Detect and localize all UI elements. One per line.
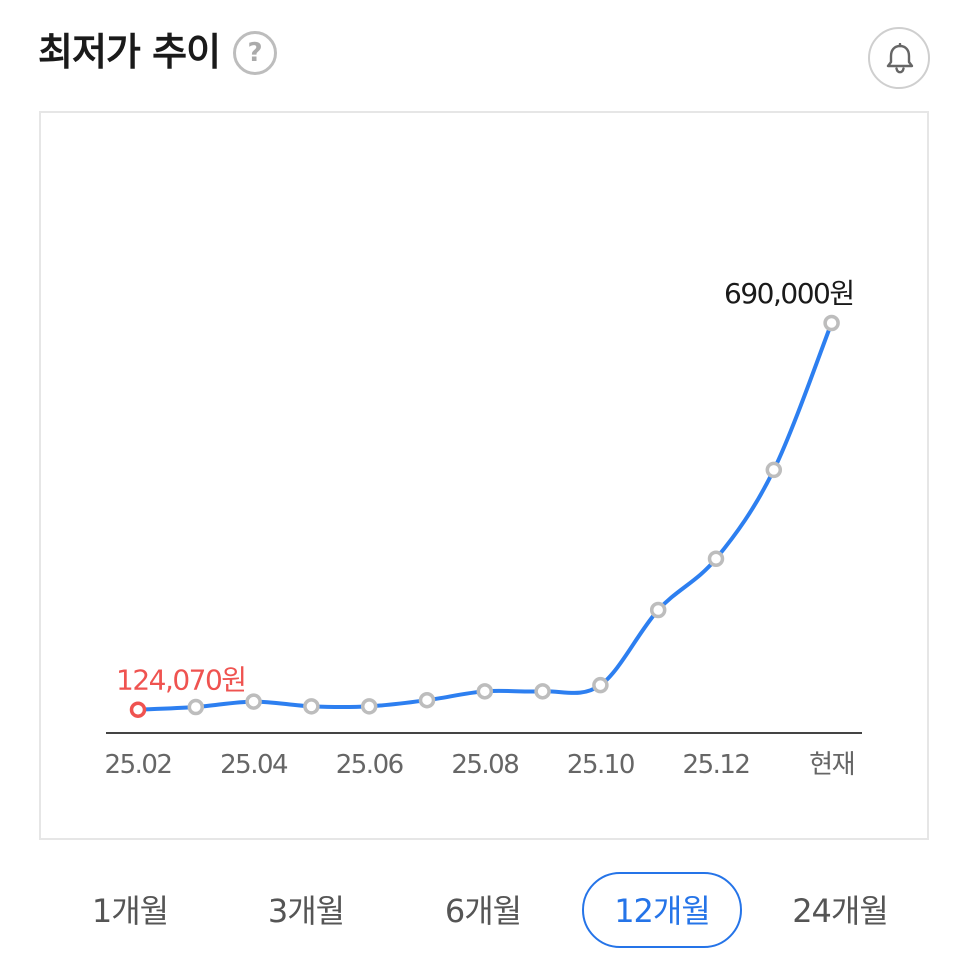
x-tick-label: 25.04 (220, 750, 288, 780)
data-point (418, 691, 436, 709)
tab-6-months[interactable]: 6개월 (444, 892, 522, 930)
data-point (187, 698, 205, 716)
data-point (303, 698, 320, 715)
line-chart: 124,070원 690,000원 25.02 25.04 25.06 25.08 25.1… (105, 277, 862, 780)
tab-12-months[interactable]: 12개월 (582, 872, 742, 948)
data-point (245, 693, 262, 710)
bell-icon (886, 43, 914, 74)
x-tick-label: 25.12 (683, 750, 750, 780)
price-alert-button[interactable] (868, 27, 930, 89)
x-tick-label: 25.02 (105, 750, 172, 780)
period-tabs: 1개월 3개월 6개월 12개월 24개월 (0, 872, 968, 952)
tab-1-month[interactable]: 1개월 (91, 892, 169, 930)
data-point (592, 676, 609, 694)
data-point (534, 683, 551, 700)
tab-3-months[interactable]: 3개월 (267, 892, 345, 930)
data-point (476, 683, 494, 700)
x-tick-label: 25.08 (451, 750, 518, 780)
question-circle-icon[interactable]: ? (233, 31, 277, 75)
min-price-point (129, 701, 147, 718)
data-point (823, 314, 840, 332)
page-title: 최저가 추이 (38, 30, 221, 74)
data-point (649, 601, 667, 619)
header: 최저가 추이 ? (0, 0, 968, 110)
x-tick-label: 25.10 (567, 750, 634, 780)
x-tick-label: 현재 (809, 750, 854, 780)
data-point (707, 550, 725, 567)
data-point (360, 698, 378, 715)
min-price-label: 124,070원 (116, 664, 246, 697)
price-line (136, 321, 834, 712)
price-trend-chart: 124,070원 690,000원 25.02 25.04 25.06 25.08 25.1… (39, 111, 929, 840)
data-point (765, 461, 783, 479)
max-price-label: 690,000원 (724, 277, 854, 310)
x-tick-label: 25.06 (336, 750, 403, 780)
tab-24-months[interactable]: 24개월 (792, 892, 889, 930)
